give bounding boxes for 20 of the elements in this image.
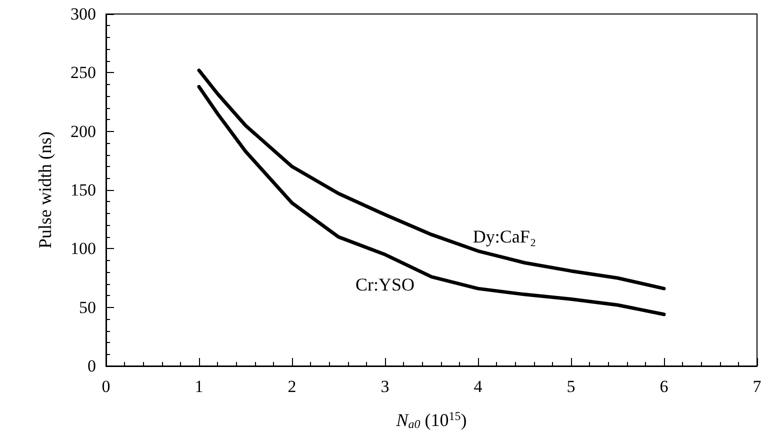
y-tick-label: 0: [88, 356, 96, 376]
y-tick-label: 250: [70, 63, 96, 82]
x-tick-label: 1: [194, 377, 204, 396]
y-tick-label: 200: [70, 122, 96, 141]
y-tick-label: 300: [70, 4, 96, 24]
x-tick-label: 4: [474, 377, 483, 396]
x-tick-label: 7: [752, 377, 762, 396]
x-tick-label: 3: [380, 377, 390, 396]
x-tick-label: 5: [566, 377, 576, 396]
x-tick-label: 6: [660, 377, 668, 396]
y-tick-label: 100: [70, 239, 96, 258]
y-axis-title: Pulse width (ns): [35, 131, 55, 248]
line-series: [197, 68, 666, 290]
series-label: Cr:YSO: [355, 274, 415, 295]
line-series: [197, 84, 666, 316]
x-tick-label: 2: [288, 377, 296, 396]
y-tick-label: 50: [79, 298, 96, 317]
x-tick-label: 0: [102, 377, 110, 396]
y-tick-label: 150: [70, 180, 96, 200]
series-label: Dy:CaF₂: [472, 226, 536, 247]
